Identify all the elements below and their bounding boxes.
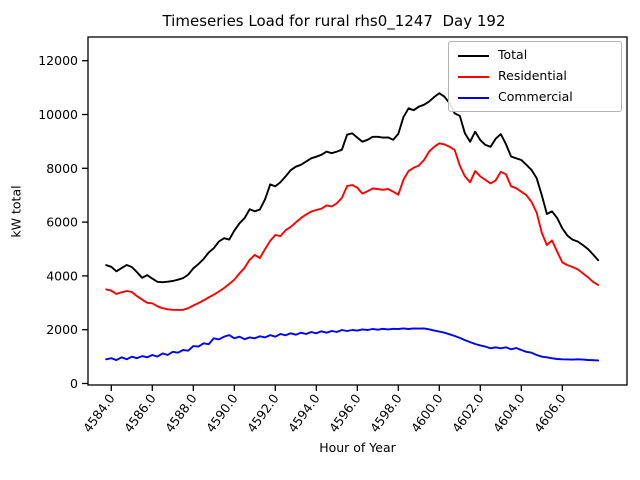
x-tick-label: 4600.0 — [408, 391, 446, 435]
x-tick-label: 4586.0 — [121, 391, 159, 435]
x-tick-label: 4598.0 — [367, 391, 405, 435]
legend-label-commercial: Commercial — [498, 89, 573, 105]
series-total-line — [105, 92, 600, 284]
y-axis-label: kW total — [8, 185, 24, 238]
y-tick-label: 6000 — [46, 215, 78, 230]
x-tick-label: 4596.0 — [326, 391, 364, 435]
x-tick-label: 4590.0 — [203, 391, 241, 435]
legend-label-residential: Residential — [498, 68, 567, 84]
y-tick-label: 2000 — [46, 322, 78, 337]
legend-item-residential: Residential — [449, 67, 621, 86]
x-tick-label: 4594.0 — [285, 391, 323, 435]
legend-item-commercial: Commercial — [449, 88, 621, 107]
y-tick-label: 8000 — [46, 161, 78, 176]
y-tick-label: 10000 — [38, 107, 78, 122]
commercial-line-swatch — [458, 96, 489, 99]
y-tick-label: 0 — [70, 376, 78, 391]
chart-title: Timeseries Load for rural rhs0_1247 Day … — [162, 12, 506, 30]
legend: Total Residential Commercial — [448, 41, 622, 112]
x-axis-label: Hour of Year — [319, 440, 396, 455]
x-tick-label: 4588.0 — [162, 391, 200, 435]
series-residential-line — [105, 142, 600, 311]
legend-item-total: Total — [449, 46, 621, 65]
series-commercial-line — [105, 327, 600, 362]
x-tick-label: 4602.0 — [449, 391, 487, 435]
y-tick-label: 12000 — [38, 53, 78, 68]
x-tick-label: 4584.0 — [80, 391, 118, 435]
legend-label-total: Total — [498, 47, 528, 63]
x-tick-label: 4606.0 — [531, 391, 569, 435]
residential-line-swatch — [458, 75, 489, 78]
x-tick-label: 4604.0 — [490, 391, 528, 435]
total-line-swatch — [458, 54, 489, 57]
y-tick-label: 4000 — [46, 268, 78, 283]
x-tick-label: 4592.0 — [244, 391, 282, 435]
